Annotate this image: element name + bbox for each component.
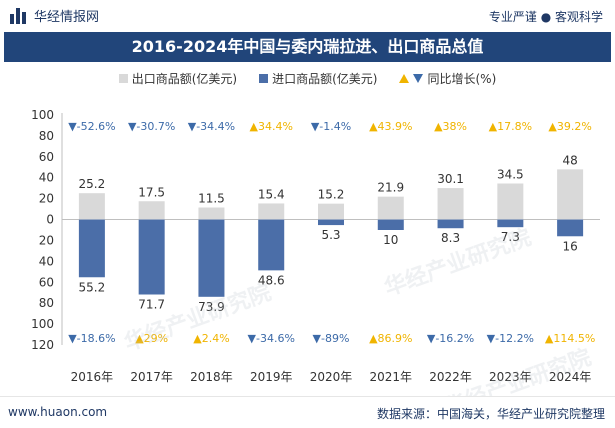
import-growth-label: ▲114.5%: [545, 332, 595, 345]
import-value-label: 8.3: [441, 231, 460, 245]
export-growth-label: ▲43.9%: [369, 120, 412, 133]
brand: 华经情报网: [10, 6, 99, 25]
import-growth-label: ▲29%: [135, 332, 168, 345]
x-tick-label: 2018年: [190, 370, 233, 384]
export-growth-label: ▼-34.4%: [188, 120, 235, 133]
import-value-label: 7.3: [501, 230, 520, 244]
x-tick-label: 2023年: [489, 370, 532, 384]
export-value-label: 15.2: [318, 188, 345, 202]
legend-export: 出口商品额(亿美元): [118, 68, 238, 88]
y-tick-label: 100: [31, 108, 54, 122]
y-tick-label: 0: [46, 213, 54, 227]
import-growth-label: ▼-89%: [313, 332, 350, 345]
x-tick-label: 2020年: [310, 370, 353, 384]
legend-growth-label: 同比增长(%): [427, 71, 497, 86]
legend-export-label: 出口商品额(亿美元): [131, 71, 238, 86]
export-growth-label: ▲39.2%: [548, 120, 591, 133]
import-growth-label: ▼-12.2%: [487, 332, 534, 345]
x-tick-label: 2017年: [130, 370, 173, 384]
import-value-label: 16: [562, 239, 577, 253]
import-growth-label: ▲2.4%: [193, 332, 229, 345]
legend: 出口商品额(亿美元) 进口商品额(亿美元) 同比增长(%): [0, 68, 615, 88]
export-bar: [138, 201, 165, 220]
import-value-label: 48.6: [258, 273, 285, 287]
export-value-label: 34.5: [497, 167, 524, 181]
export-growth-label: ▼-30.7%: [128, 120, 175, 133]
export-growth-label: ▲17.8%: [489, 120, 532, 133]
import-bar: [318, 219, 344, 226]
export-value-label: 30.1: [437, 172, 464, 186]
footer: www.huaon.com 数据来源：中国海关，华经产业研究院整理: [0, 396, 615, 428]
legend-import-label: 进口商品额(亿美元): [272, 71, 378, 86]
brand-name: 华经情报网: [34, 10, 100, 25]
y-tick-label: 120: [31, 338, 54, 352]
import-bar: [377, 219, 404, 230]
export-bar: [78, 193, 105, 220]
triangle-up-icon: [399, 73, 410, 83]
export-growth-label: ▲34.4%: [250, 120, 293, 133]
y-tick-label: 40: [39, 171, 54, 185]
import-bar: [198, 219, 225, 297]
y-tick-label: 40: [39, 254, 54, 268]
import-growth-label: ▼-18.6%: [68, 332, 115, 345]
triangle-down-icon: [413, 73, 424, 83]
x-tick-label: 2024年: [549, 370, 592, 384]
top-bar: 华经情报网 专业严谨 ● 客观科学: [0, 0, 615, 30]
legend-import-swatch: [259, 73, 269, 83]
export-growth-label: ▼-1.4%: [311, 120, 351, 133]
export-bar: [318, 203, 344, 220]
y-tick-label: 60: [39, 275, 54, 289]
import-bar: [78, 219, 105, 278]
slogan: 专业严谨 ● 客观科学: [488, 10, 603, 24]
legend-growth: 同比增长(%): [399, 68, 496, 88]
import-bar: [437, 219, 464, 229]
import-growth-label: ▲86.9%: [369, 332, 412, 345]
export-growth-label: ▼-52.6%: [68, 120, 115, 133]
x-tick-label: 2021年: [370, 370, 413, 384]
import-value-label: 10: [383, 233, 398, 247]
import-value-label: 73.9: [198, 300, 225, 314]
y-tick-label: 80: [39, 129, 54, 143]
export-value-label: 15.4: [258, 187, 285, 201]
export-value-label: 48: [562, 153, 577, 167]
import-growth-label: ▼-34.6%: [248, 332, 295, 345]
import-bar: [138, 219, 165, 295]
chart-title: 2016-2024年中国与委内瑞拉进、出口商品总值: [4, 32, 611, 62]
export-growth-label: ▲38%: [434, 120, 467, 133]
import-bar: [497, 219, 524, 228]
data-source: 数据来源：中国海关，华经产业研究院整理: [376, 407, 605, 421]
legend-import: 进口商品额(亿美元): [259, 68, 377, 88]
site-link[interactable]: www.huaon.com: [8, 405, 108, 419]
import-value-label: 55.2: [79, 280, 106, 294]
x-tick-label: 2019年: [250, 370, 293, 384]
y-tick-label: 20: [39, 192, 54, 206]
y-tick-label: 100: [31, 317, 54, 331]
import-bar: [258, 219, 285, 271]
y-tick-label: 20: [39, 233, 54, 247]
export-value-label: 21.9: [377, 181, 404, 195]
x-tick-label: 2016年: [71, 370, 114, 384]
export-value-label: 17.5: [138, 185, 165, 199]
import-growth-label: ▼-16.2%: [427, 332, 474, 345]
brand-logo-icon: [10, 7, 28, 24]
import-value-label: 5.3: [321, 228, 340, 242]
chart-area: 100 80 60 40 20 0 20 40 60 80 100 120 25.2 55.2 ▼-52.6…: [31, 108, 600, 384]
export-value-label: 25.2: [79, 177, 106, 191]
import-bar: [557, 219, 584, 237]
y-tick-label: 60: [39, 150, 54, 164]
import-value-label: 71.7: [138, 298, 165, 312]
export-bar: [258, 203, 285, 220]
export-bar: [198, 207, 225, 220]
x-tick-label: 2022年: [429, 370, 472, 384]
y-tick-label: 80: [39, 296, 54, 310]
export-bar: [497, 183, 524, 220]
export-value-label: 11.5: [198, 192, 225, 206]
export-bar: [437, 188, 464, 220]
legend-export-swatch: [118, 73, 128, 83]
export-bar: [557, 169, 584, 220]
export-bar: [377, 196, 404, 220]
